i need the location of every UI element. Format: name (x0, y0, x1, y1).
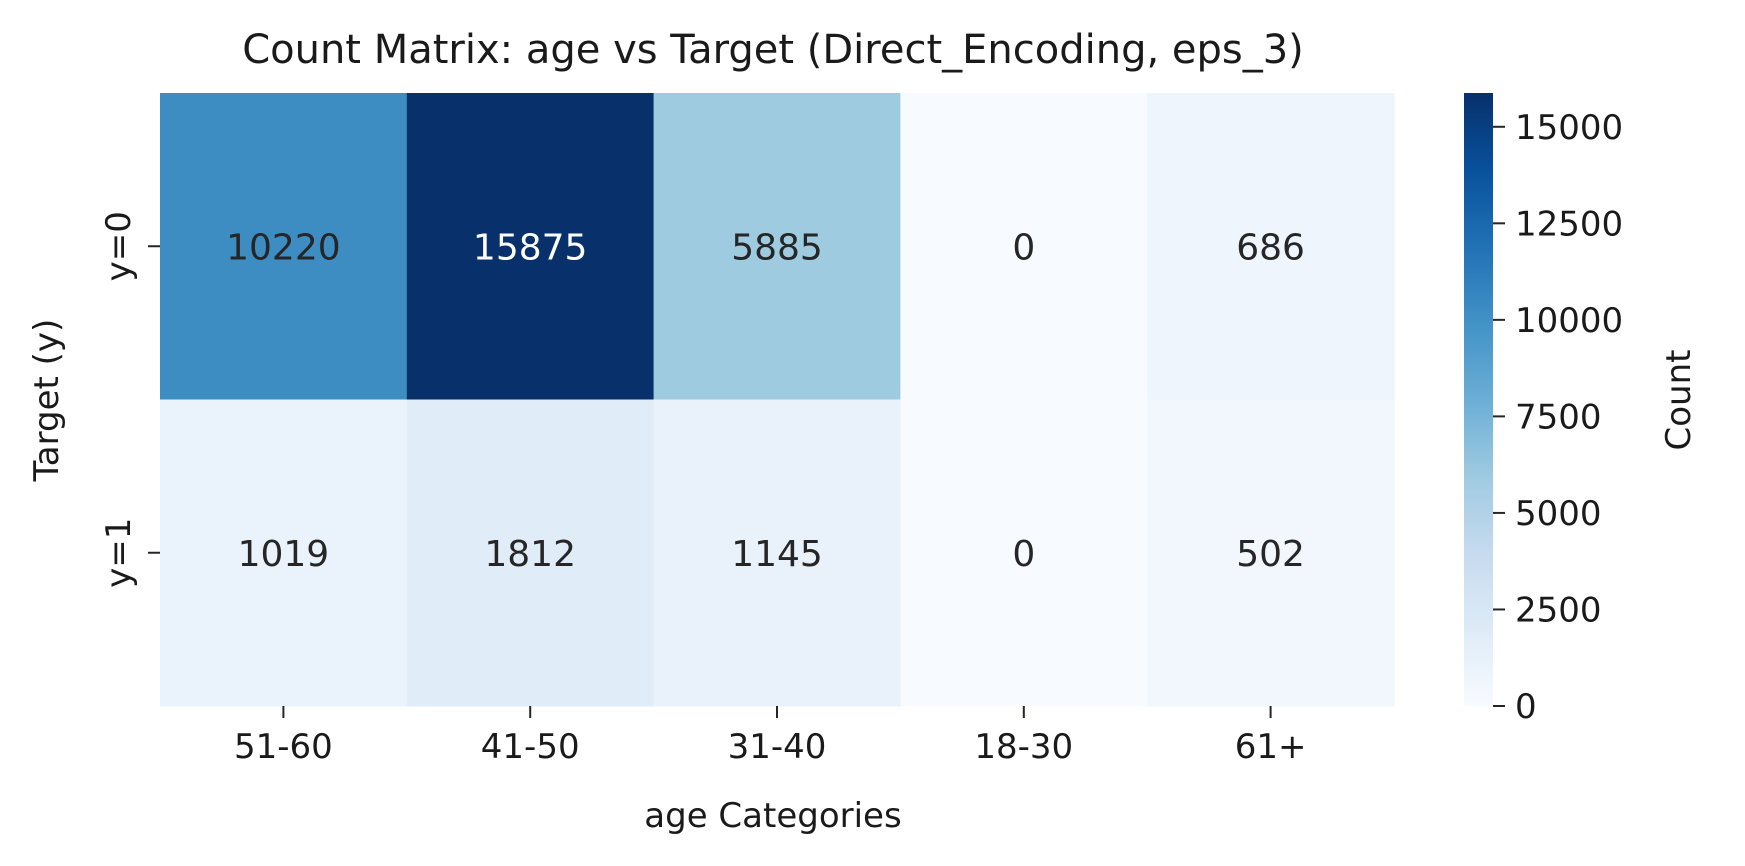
y-axis-label: Target (y) (27, 319, 67, 483)
heatmap-cell (160, 93, 408, 400)
cell-value-label: 0 (1012, 534, 1035, 575)
y-tick-label: y=0 (99, 211, 139, 281)
heatmap-cell (653, 93, 901, 400)
colorbar-label: Count (1659, 350, 1699, 451)
colorbar-tick-label: 0 (1515, 687, 1537, 727)
x-tick-label: 31-40 (728, 727, 827, 767)
chart-title: Count Matrix: age vs Target (Direct_Enco… (242, 27, 1304, 73)
cell-value-label: 1019 (238, 534, 330, 575)
colorbar-tick-label: 7500 (1515, 397, 1602, 437)
x-axis: 51-60 41-50 31-40 18-30 61+ (234, 706, 1306, 767)
x-tick-label: 61+ (1235, 727, 1307, 767)
heatmap-cell (1147, 399, 1395, 707)
cell-value-label: 10220 (226, 227, 341, 268)
colorbar-tick-label: 10000 (1515, 301, 1623, 341)
cell-value-label: 1145 (731, 534, 823, 575)
heatmap-cell (406, 399, 655, 707)
cell-value-label: 0 (1012, 227, 1035, 268)
x-axis-label: age Categories (644, 796, 901, 836)
colorbar-gradient (1464, 93, 1493, 706)
cell-value-label: 15875 (473, 227, 588, 268)
cell-value-label: 1812 (484, 534, 576, 575)
colorbar: 0 2500 5000 7500 10000 12500 15000 (1464, 93, 1623, 727)
colorbar-tick-label: 5000 (1515, 494, 1602, 534)
x-tick-label: 51-60 (234, 727, 333, 767)
heatmap-cell (1147, 93, 1395, 400)
heatmap-cell (900, 399, 1148, 707)
y-axis: y=0 y=1 (99, 211, 160, 588)
colorbar-tick-label: 15000 (1515, 108, 1623, 148)
heatmap-cell (160, 399, 408, 707)
colorbar-tick-label: 12500 (1515, 204, 1623, 244)
x-tick-label: 18-30 (974, 727, 1073, 767)
cell-value-label: 502 (1236, 534, 1305, 575)
colorbar-tick-label: 2500 (1515, 590, 1602, 630)
cell-value-label: 5885 (731, 227, 823, 268)
heatmap-cell (900, 93, 1148, 400)
heatmap-cell (653, 399, 901, 707)
y-tick-label: y=1 (99, 518, 139, 588)
heatmap-cell (406, 93, 655, 400)
x-tick-label: 41-50 (481, 727, 580, 767)
cell-value-label: 686 (1236, 227, 1305, 268)
heatmap-cells: 10220 15875 5885 0 686 1019 1812 1145 0 502 (160, 93, 1395, 707)
